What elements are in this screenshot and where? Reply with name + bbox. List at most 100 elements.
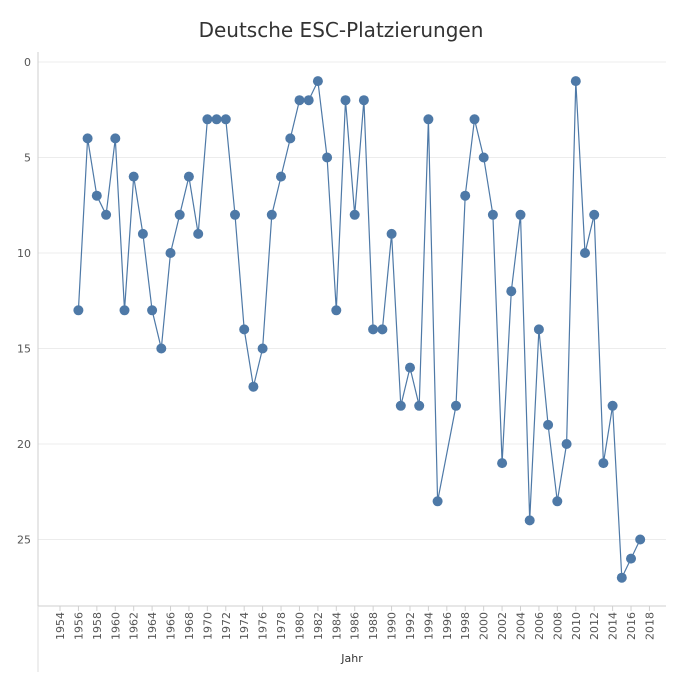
data-point [230, 209, 240, 220]
data-point [570, 76, 581, 87]
data-point [607, 400, 618, 411]
data-point [174, 209, 185, 220]
data-point [358, 95, 369, 106]
data-point [147, 305, 158, 316]
data-point [257, 343, 268, 354]
data-point [266, 209, 277, 220]
data-point [543, 419, 554, 430]
data-point [423, 114, 434, 125]
data-point [211, 114, 222, 125]
data-point [202, 114, 213, 125]
y-tick-label: 25 [17, 534, 31, 547]
x-tick-label: 1976 [257, 612, 270, 640]
data-point [368, 324, 379, 335]
x-tick-label: 1956 [72, 612, 85, 640]
x-tick-label: 1968 [183, 612, 196, 640]
x-tick-label: 1986 [349, 612, 362, 640]
chart-title: Deutsche ESC-Platzierungen [198, 18, 484, 42]
x-tick-label: 1978 [275, 612, 288, 640]
x-tick-label: 2010 [570, 612, 583, 640]
data-point [312, 76, 323, 87]
data-point [451, 400, 461, 411]
x-tick-label: 1998 [459, 612, 472, 640]
data-point [497, 458, 508, 469]
data-point [322, 152, 333, 163]
x-tick-label: 1966 [165, 612, 178, 640]
data-point [101, 209, 112, 220]
x-tick-label: 2000 [478, 612, 491, 640]
data-point [349, 209, 360, 220]
x-tick-label: 2014 [607, 612, 620, 640]
gridlines [38, 61, 666, 540]
data-point [580, 248, 590, 258]
data-point [616, 572, 627, 583]
data-point [506, 286, 517, 297]
data-point [487, 209, 498, 220]
data-point [561, 439, 572, 449]
data-point [239, 324, 250, 335]
x-tick-label: 1958 [91, 612, 104, 640]
x-tick-label: 1992 [404, 612, 417, 640]
x-tick-label: 2008 [551, 612, 564, 640]
x-tick-label: 1982 [312, 612, 325, 640]
data-point [193, 228, 204, 239]
data-point [331, 305, 342, 316]
x-tick-label: 1990 [386, 612, 399, 640]
data-point [165, 248, 176, 258]
data-point [635, 534, 646, 545]
data-point [82, 133, 93, 144]
data-point [303, 95, 314, 106]
data-point [377, 324, 388, 335]
x-tick-label: 1988 [367, 612, 380, 640]
data-point [598, 458, 609, 469]
y-tick-label: 5 [24, 152, 31, 165]
x-tick-label: 1974 [238, 612, 251, 640]
data-point [395, 400, 406, 411]
data-point [285, 133, 296, 144]
data-point [460, 190, 471, 201]
y-tick-label: 15 [17, 343, 31, 356]
x-tick-label: 1996 [441, 612, 454, 640]
x-tick-label: 1960 [109, 612, 122, 640]
y-tick-label: 10 [17, 247, 31, 260]
x-tick-label: 2018 [643, 612, 656, 640]
data-point [414, 400, 425, 411]
data-point [524, 515, 535, 526]
data-point [128, 171, 139, 182]
y-tick-label: 20 [17, 438, 31, 451]
x-tick-label: 2002 [496, 612, 509, 640]
data-point [405, 362, 415, 373]
x-tick-label: 1962 [128, 612, 141, 640]
data-point [119, 305, 130, 316]
x-tick-label: 2004 [515, 612, 528, 640]
data-point [478, 152, 489, 163]
y-tick-label: 0 [24, 56, 31, 69]
data-point [183, 171, 194, 182]
data-point [91, 190, 102, 201]
axes: 0 5 10 15 20 25 1954 1956 1958 1960 1962 1964 1966 19… [17, 52, 666, 672]
x-tick-label: 2006 [533, 612, 546, 640]
data-point [533, 324, 544, 335]
data-point [137, 228, 148, 239]
data-point [626, 553, 636, 564]
data-point [589, 209, 600, 220]
data-point [432, 496, 443, 507]
x-tick-label: 1980 [293, 612, 306, 640]
data-point [294, 95, 305, 106]
x-tick-label: 1964 [146, 612, 159, 640]
data-point [248, 381, 259, 392]
data-point [276, 171, 286, 182]
x-tick-label: 1972 [220, 612, 233, 640]
data-point [73, 305, 84, 316]
data-point [220, 114, 231, 125]
x-tick-label: 2016 [625, 612, 638, 640]
x-axis-label: Jahr [340, 652, 363, 665]
x-tick-label: 2012 [588, 612, 601, 640]
data-points [73, 76, 646, 583]
data-point [340, 95, 351, 106]
data-point [156, 343, 167, 354]
x-tick-label: 1984 [330, 612, 343, 640]
data-point [386, 228, 397, 239]
data-point [469, 114, 480, 125]
